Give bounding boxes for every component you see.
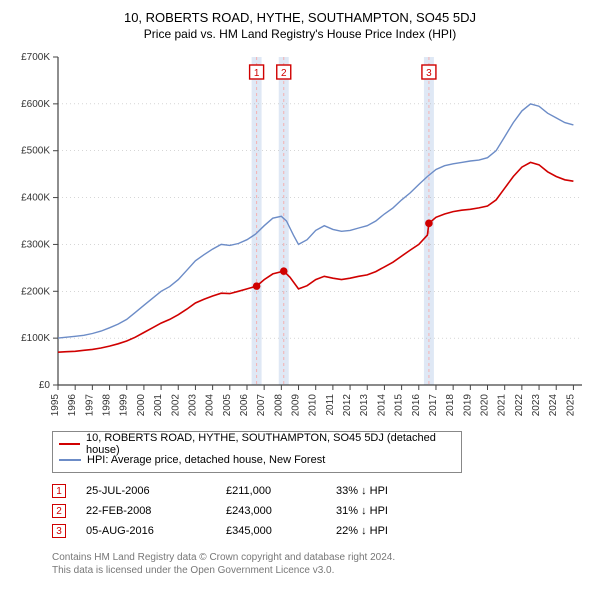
sale-row-marker: 3 — [52, 524, 66, 538]
x-tick-label: 2006 — [239, 394, 250, 417]
sale-row-diff: 22% ↓ HPI — [336, 525, 456, 537]
x-tick-label: 2023 — [531, 394, 542, 417]
y-tick-label: £500K — [21, 146, 50, 157]
chart-subtitle: Price paid vs. HM Land Registry's House … — [10, 27, 590, 41]
legend-label: 10, ROBERTS ROAD, HYTHE, SOUTHAMPTON, SO… — [86, 432, 455, 456]
sale-row-marker: 1 — [52, 484, 66, 498]
sale-row-date: 22-FEB-2008 — [86, 505, 206, 517]
x-tick-label: 2009 — [291, 394, 302, 417]
x-tick-label: 2010 — [308, 394, 319, 417]
chart-plot: £0 £100K £200K £300K £400K £500K £600K £700K 199… — [10, 47, 590, 425]
sale-row-diff: 31% ↓ HPI — [336, 505, 456, 517]
series-hpi — [58, 104, 573, 338]
x-tick-label: 2007 — [256, 394, 267, 417]
legend-swatch — [59, 443, 80, 445]
x-tick-label: 2025 — [565, 394, 576, 417]
y-tick-label: £0 — [39, 380, 51, 391]
sale-dot — [425, 220, 433, 228]
x-tick-label: 2014 — [376, 394, 387, 417]
chart-container: 10, ROBERTS ROAD, HYTHE, SOUTHAMPTON, SO… — [0, 0, 600, 583]
x-tick-label: 2020 — [480, 394, 491, 417]
sale-marker-num: 1 — [254, 68, 260, 79]
x-tick-label: 2013 — [359, 394, 370, 417]
x-tick-label: 2024 — [548, 394, 559, 417]
x-tick-label: 2005 — [222, 394, 233, 417]
footer-attribution: Contains HM Land Registry data © Crown c… — [52, 551, 586, 577]
footer-line-2: This data is licensed under the Open Gov… — [52, 564, 586, 577]
x-tick-label: 2011 — [325, 394, 336, 416]
y-tick-label: £600K — [21, 99, 50, 110]
legend-swatch — [59, 459, 81, 461]
y-tick-label: £100K — [21, 333, 50, 344]
x-tick-label: 2018 — [445, 394, 456, 417]
x-tick-label: 2012 — [342, 394, 353, 417]
chart-svg: £0 £100K £200K £300K £400K £500K £600K £700K 199… — [10, 47, 590, 425]
x-tick-label: 2022 — [514, 394, 525, 417]
legend-label: HPI: Average price, detached house, New … — [87, 454, 325, 466]
x-tick-label: 1996 — [67, 394, 78, 417]
sale-row-date: 25-JUL-2006 — [86, 485, 206, 497]
x-tick-label: 2008 — [273, 394, 284, 417]
sale-row-price: £211,000 — [226, 485, 316, 497]
footer-line-1: Contains HM Land Registry data © Crown c… — [52, 551, 586, 564]
x-tick-label: 2017 — [428, 394, 439, 417]
chart-title: 10, ROBERTS ROAD, HYTHE, SOUTHAMPTON, SO… — [10, 10, 590, 25]
sale-row-date: 05-AUG-2016 — [86, 525, 206, 537]
y-tick-label: £700K — [21, 52, 50, 63]
x-tick-label: 2016 — [411, 394, 422, 417]
y-tick-label: £300K — [21, 239, 50, 250]
sale-row: 2 22-FEB-2008 £243,000 31% ↓ HPI — [52, 501, 586, 521]
legend: 10, ROBERTS ROAD, HYTHE, SOUTHAMPTON, SO… — [52, 431, 462, 473]
sale-dot — [253, 282, 261, 290]
x-tick-label: 2019 — [462, 394, 473, 417]
x-tick-label: 2003 — [187, 394, 198, 417]
x-tick-label: 2015 — [394, 394, 405, 417]
sale-row: 3 05-AUG-2016 £345,000 22% ↓ HPI — [52, 521, 586, 541]
x-tick-label: 1998 — [102, 394, 113, 417]
series-price — [58, 162, 573, 352]
x-tick-label: 2001 — [153, 394, 164, 417]
x-tick-label: 1999 — [119, 394, 130, 417]
sale-marker-num: 2 — [281, 68, 287, 79]
x-tick-label: 2002 — [170, 394, 181, 417]
sale-row-marker: 2 — [52, 504, 66, 518]
sale-dot — [280, 267, 288, 275]
y-tick-label: £200K — [21, 286, 50, 297]
sale-marker-num: 3 — [426, 68, 432, 79]
legend-row: 10, ROBERTS ROAD, HYTHE, SOUTHAMPTON, SO… — [59, 436, 455, 452]
sale-row: 1 25-JUL-2006 £211,000 33% ↓ HPI — [52, 481, 586, 501]
y-tick-label: £400K — [21, 193, 50, 204]
sale-row-price: £243,000 — [226, 505, 316, 517]
x-tick-label: 2000 — [136, 394, 147, 417]
x-tick-label: 1997 — [84, 394, 95, 417]
x-tick-label: 2004 — [205, 394, 216, 417]
sale-row-diff: 33% ↓ HPI — [336, 485, 456, 497]
sale-row-price: £345,000 — [226, 525, 316, 537]
x-tick-label: 2021 — [497, 394, 508, 417]
sales-table: 1 25-JUL-2006 £211,000 33% ↓ HPI 2 22-FEB-200… — [52, 481, 586, 541]
x-tick-label: 1995 — [50, 394, 61, 417]
